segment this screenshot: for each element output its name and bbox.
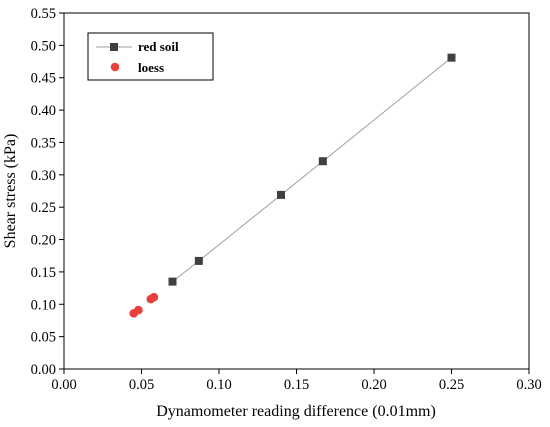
x-tick-label: 0.10 <box>206 377 231 393</box>
y-tick-label: 0.50 <box>31 38 56 54</box>
series-layer <box>129 53 456 318</box>
legend-marker-loess <box>110 62 120 72</box>
y-tick-label: 0.10 <box>31 297 56 313</box>
y-tick-label: 0.00 <box>31 362 56 378</box>
data-point-red-soil <box>194 256 203 265</box>
y-tick-label: 0.15 <box>31 265 56 281</box>
y-tick-label: 0.35 <box>31 135 56 151</box>
y-tick-label: 0.25 <box>31 200 56 216</box>
x-axis-ticks: 0.00 0.05 0.10 0.15 0.20 0.25 0.30 <box>51 369 542 393</box>
series-line-red-soil <box>172 57 452 283</box>
x-tick-label: 0.05 <box>129 377 154 393</box>
legend-label-loess: loess <box>138 60 164 75</box>
data-point-red-soil <box>277 190 285 199</box>
x-tick-label: 0.00 <box>51 377 76 393</box>
legend-label-red-soil: red soil <box>138 39 179 54</box>
legend: red soil loess <box>87 32 214 81</box>
legend-box <box>87 32 214 81</box>
data-point-red-soil <box>168 277 177 286</box>
y-axis-ticks: 0.00 0.05 0.10 0.15 0.20 0.25 0.30 0.35 0.40 0.45… <box>31 6 64 378</box>
data-point-loess <box>134 305 143 315</box>
legend-marker-red-soil <box>110 43 118 51</box>
data-point-red-soil <box>318 157 327 166</box>
y-tick-label: 0.45 <box>31 71 56 87</box>
x-tick-label: 0.20 <box>361 377 386 393</box>
y-tick-label: 0.05 <box>31 330 56 346</box>
data-point-loess <box>149 292 159 302</box>
y-tick-label: 0.55 <box>31 6 56 22</box>
x-tick-label: 0.25 <box>439 377 464 393</box>
x-tick-label: 0.30 <box>516 377 541 393</box>
y-tick-label: 0.20 <box>31 233 56 249</box>
y-tick-label: 0.30 <box>31 168 56 184</box>
x-tick-label: 0.15 <box>284 377 309 393</box>
y-axis-title: Shear stress (kPa) <box>2 134 19 249</box>
y-tick-label: 0.40 <box>31 103 56 119</box>
data-point-red-soil <box>447 53 456 62</box>
x-axis-title: Dynamometer reading difference (0.01mm) <box>156 403 436 420</box>
